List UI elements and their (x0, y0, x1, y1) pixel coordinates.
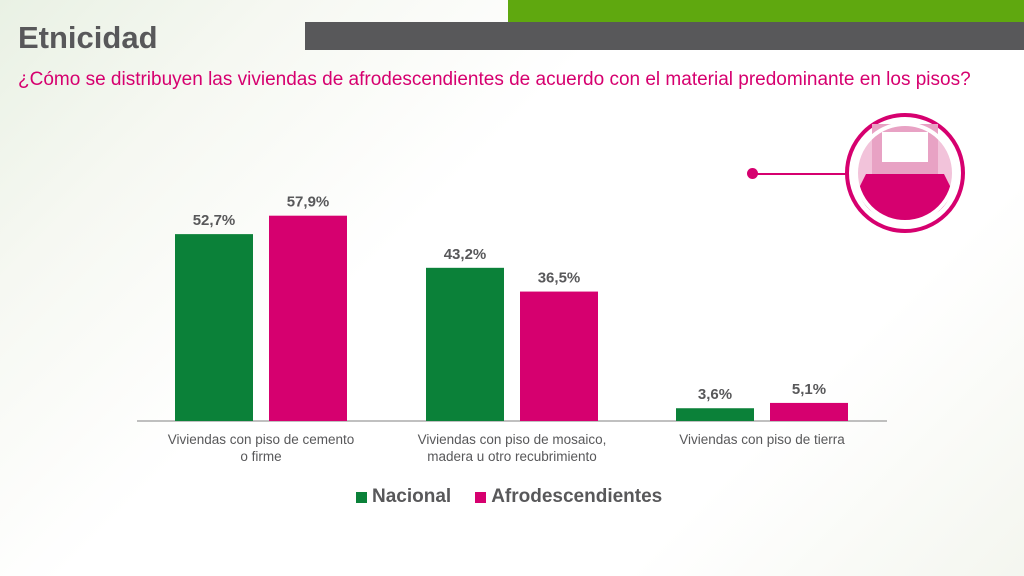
data-label-afrodescendientes-2: 5,1% (792, 381, 826, 398)
bar-nacional-0 (175, 234, 253, 421)
legend-swatch-nacional (356, 491, 367, 503)
top-accent-bar-gray (305, 22, 1024, 50)
legend-swatch-afrodescendientes (475, 491, 487, 503)
category-label-2-0: Viviendas con piso de tierra (679, 432, 845, 447)
bar-afrodescendientes-0 (269, 215, 347, 421)
bar-nacional-1 (426, 267, 504, 421)
data-label-nacional-2: 3,6% (698, 386, 732, 403)
bar-nacional-2 (676, 408, 754, 421)
legend-item-nacional: Nacional (356, 486, 451, 508)
page-subtitle: ¿Cómo se distribuyen las viviendas de af… (18, 69, 971, 90)
legend-label-afrodescendientes: Afrodescendientes (491, 486, 663, 507)
chart-legend: Nacional Afrodescendientes (356, 486, 662, 508)
floor-room-icon (845, 113, 965, 233)
category-label-0-1: o firme (240, 449, 281, 464)
legend-item-afrodescendientes: Afrodescendientes (475, 486, 662, 508)
category-label-1-0: Viviendas con piso de mosaico, (418, 432, 607, 447)
data-label-nacional-1: 43,2% (444, 246, 487, 263)
category-label-0-0: Viviendas con piso de cemento (168, 432, 355, 447)
category-label-1-1: madera u otro recubrimiento (427, 449, 597, 464)
bar-afrodescendientes-2 (770, 402, 848, 421)
legend-label-nacional: Nacional (372, 486, 452, 507)
connector-line (752, 173, 848, 175)
top-accent-bar-green (508, 0, 1024, 22)
bar-afrodescendientes-1 (520, 291, 598, 421)
page-title: Etnicidad (18, 20, 158, 55)
connector-dot (747, 168, 758, 179)
data-label-afrodescendientes-1: 36,5% (538, 270, 581, 287)
data-label-nacional-0: 52,7% (193, 212, 236, 229)
data-label-afrodescendientes-0: 57,9% (287, 194, 330, 211)
